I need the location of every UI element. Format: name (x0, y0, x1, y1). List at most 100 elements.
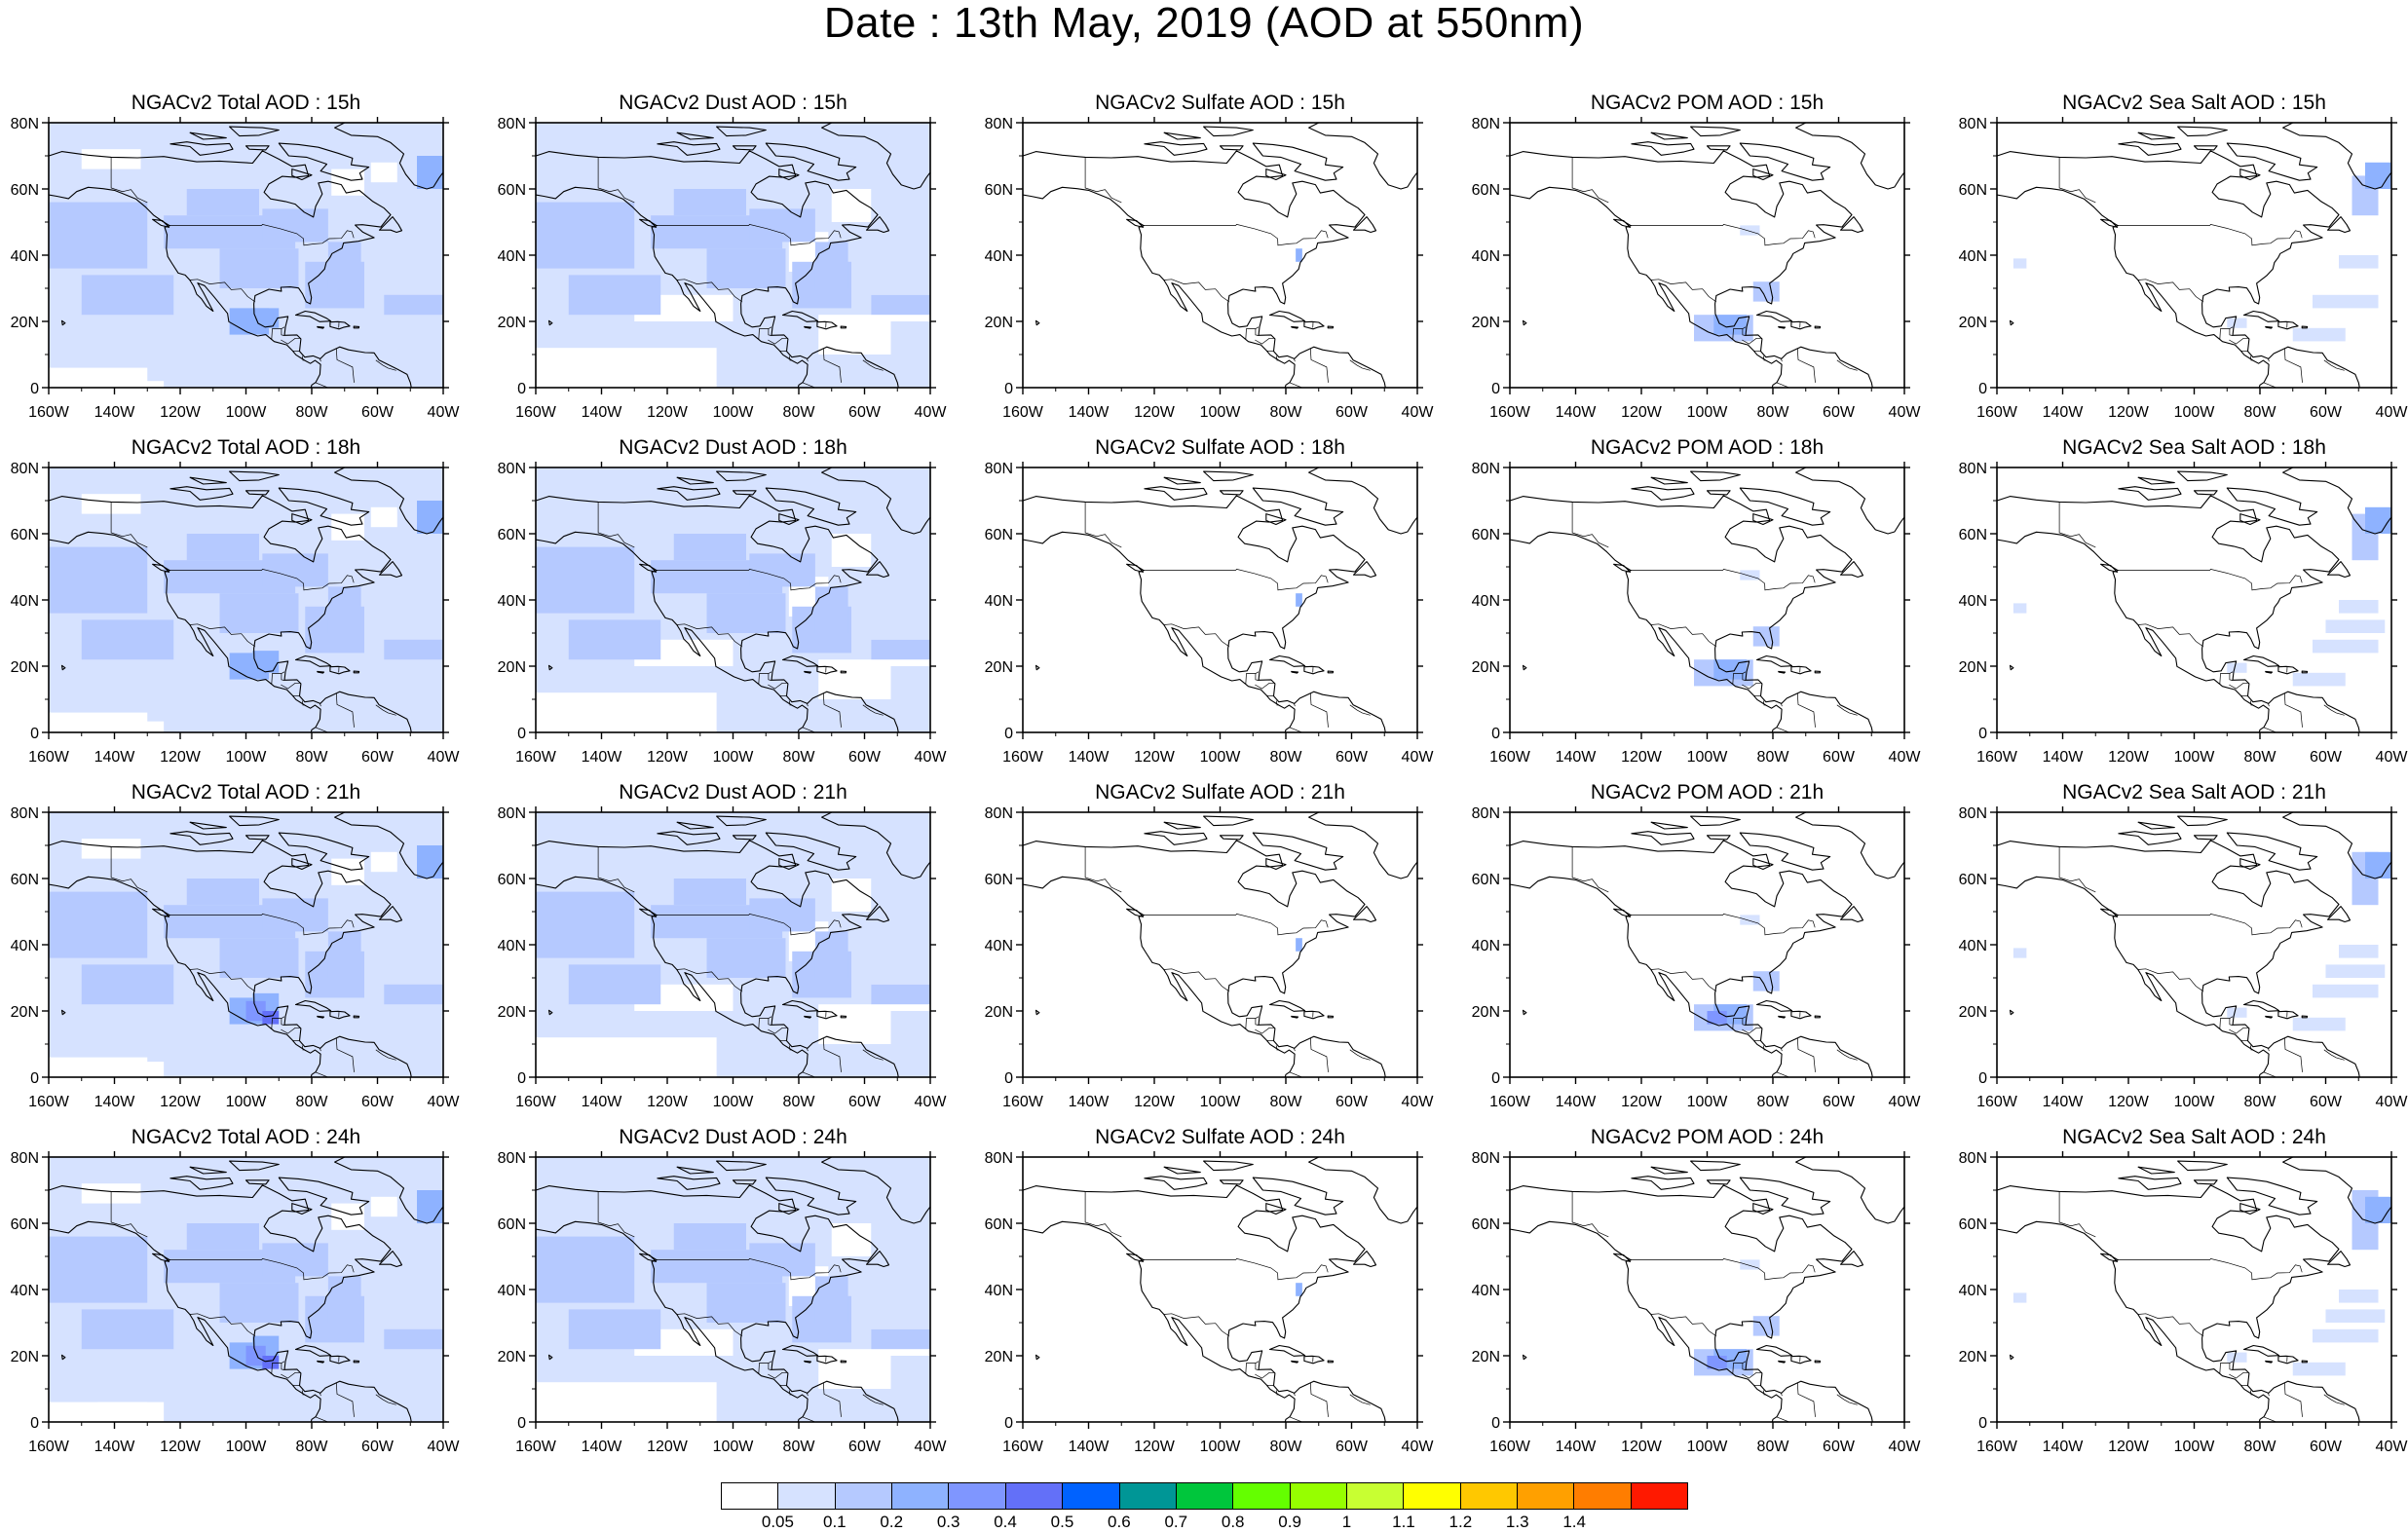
colorbar-swatch (1404, 1483, 1461, 1509)
colorbar-label: 1.3 (1505, 1513, 1529, 1531)
lon-tick-label: 80W (2244, 404, 2277, 421)
aod-field-cell (1740, 570, 1760, 580)
aod-field-cell (97, 1402, 165, 1422)
aod-field-cell (262, 898, 328, 932)
aod-field-cell (871, 294, 930, 316)
coastlines (1023, 123, 1417, 388)
lon-tick-label: 80W (2244, 749, 2277, 766)
lat-tick-label: 80N (1472, 805, 1500, 822)
lon-tick-label: 80W (1270, 1439, 1303, 1455)
lon-tick-label: 120W (2108, 749, 2150, 766)
aod-field-cell (673, 534, 746, 561)
aod-field-cell (327, 242, 361, 288)
aod-field-cell (673, 1223, 746, 1251)
lon-tick-label: 140W (1556, 749, 1598, 766)
aod-field-cell (1296, 593, 1302, 607)
colorbar-label: 1.2 (1449, 1513, 1473, 1531)
lat-tick-label: 40N (498, 248, 526, 265)
lon-tick-label: 140W (2043, 1439, 2085, 1455)
lon-tick-label: 60W (361, 1094, 395, 1110)
map-panel-seasalt-15h: NGACv2 Sea Salt AOD : 15h 160W 140W 120W 100… (1959, 92, 2408, 421)
map-panel-pom-24h: NGACv2 POM AOD : 24h 160W 140W 120W 100W 80W 6… (1472, 1126, 1922, 1455)
colorbar-label: 1.4 (1562, 1513, 1586, 1531)
lon-tick-label: 80W (1757, 749, 1790, 766)
colorbar-label: 0.1 (822, 1513, 847, 1531)
map-panel-seasalt-21h: NGACv2 Sea Salt AOD : 21h 160W 140W 120W 100… (1959, 781, 2408, 1110)
coastlines (1023, 812, 1417, 1077)
aod-field-cell (49, 202, 148, 269)
map-panel-total-24h: NGACv2 Total AOD : 24h 160W 140W 120W 100W 80… (11, 1126, 461, 1455)
aod-field-cell (327, 586, 361, 633)
aod-field-cell (818, 659, 891, 699)
main-title: Date : 13th May, 2019 (AOD at 550nm) (823, 0, 1585, 47)
lon-tick-label: 140W (582, 749, 623, 766)
lon-tick-label: 80W (1270, 1094, 1303, 1110)
lat-tick-label: 60N (11, 872, 39, 888)
country-borders (1084, 1191, 1371, 1422)
map-panel-sulfate-21h: NGACv2 Sulfate AOD : 21h 160W 140W 120W 100W… (985, 781, 1435, 1110)
lon-tick-label: 100W (2174, 404, 2216, 421)
aod-field-cell (814, 586, 848, 633)
panel-title: NGACv2 POM AOD : 21h (1591, 781, 1824, 804)
lon-tick-label: 160W (1976, 1094, 2018, 1110)
aod-field-cell (219, 593, 299, 633)
lon-tick-label: 40W (1402, 749, 1435, 766)
lon-tick-label: 160W (1489, 404, 1531, 421)
aod-field-cell (97, 1062, 165, 1077)
lon-tick-label: 80W (2244, 1094, 2277, 1110)
lon-tick-label: 40W (1889, 1439, 1922, 1455)
aod-field-cell (384, 984, 443, 1005)
aod-field-cell (2365, 1196, 2391, 1223)
lat-tick-label: 40N (1959, 593, 1987, 610)
lon-tick-label: 140W (1556, 1439, 1598, 1455)
lon-tick-label: 40W (428, 1439, 461, 1455)
aod-field-cell (2227, 318, 2247, 328)
aod-field-cell (536, 202, 635, 269)
lat-tick-label: 60N (1959, 182, 1987, 199)
lat-tick-label: 40N (985, 248, 1013, 265)
lon-tick-label: 100W (2174, 1439, 2216, 1455)
aod-field-cell (2227, 1007, 2247, 1018)
lat-tick-label: 60N (1959, 872, 1987, 888)
panel-title: NGACv2 Sulfate AOD : 21h (1095, 781, 1345, 804)
lat-tick-label: 60N (1959, 1216, 1987, 1233)
aod-field-cell (2325, 619, 2386, 633)
lon-tick-label: 40W (2376, 404, 2408, 421)
country-borders (110, 157, 396, 388)
aod-field-cell (2013, 603, 2027, 614)
map-panel-dust-15h: NGACv2 Dust AOD : 15h 160W 140W 120W 100W 80W… (498, 92, 948, 421)
aod-field-cell (186, 1223, 259, 1251)
aod-field-cell (1740, 225, 1760, 236)
panel-title: NGACv2 POM AOD : 15h (1591, 92, 1824, 114)
aod-field-cell (370, 506, 397, 528)
lon-tick-label: 100W (1200, 749, 1242, 766)
lon-tick-label: 40W (428, 1094, 461, 1110)
aod-field-cell (262, 208, 328, 243)
aod-field-cell (2292, 1362, 2346, 1376)
aod-field-cell (2339, 1290, 2379, 1303)
aod-field-cell (2339, 600, 2379, 614)
country-borders (597, 846, 884, 1077)
lon-tick-label: 40W (915, 749, 948, 766)
coastlines (1997, 1157, 2391, 1422)
lon-tick-label: 100W (713, 404, 755, 421)
lon-tick-label: 120W (160, 404, 202, 421)
aod-field-cell (186, 534, 259, 561)
aod-field-cell (2325, 1309, 2386, 1323)
aod-field-cell (706, 1283, 786, 1323)
country-borders (1571, 1191, 1858, 1422)
lon-tick-label: 120W (1621, 404, 1663, 421)
lat-tick-label: 80N (498, 116, 526, 132)
aod-field-cell (536, 692, 717, 732)
country-borders (1084, 846, 1371, 1077)
colorbar-label: 0.2 (880, 1513, 904, 1531)
lon-tick-label: 120W (1134, 1094, 1176, 1110)
lat-tick-label: 0 (1004, 1070, 1013, 1087)
lat-tick-label: 20N (1959, 315, 1987, 331)
map-panel-seasalt-24h: NGACv2 Sea Salt AOD : 24h 160W 140W 120W 100… (1959, 1126, 2408, 1455)
lat-tick-label: 20N (985, 659, 1013, 676)
lon-tick-label: 120W (1134, 404, 1176, 421)
coastlines (1510, 1157, 1904, 1422)
aod-field-cell (81, 964, 174, 1005)
lat-tick-label: 0 (1491, 1415, 1500, 1432)
